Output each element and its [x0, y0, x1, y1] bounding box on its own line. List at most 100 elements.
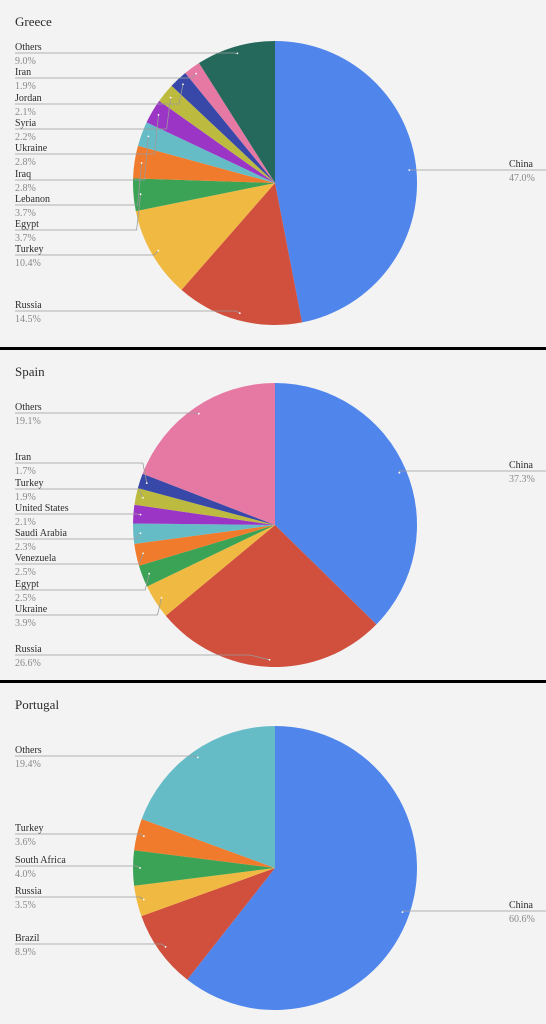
slice-label-name: Saudi Arabia [15, 528, 67, 539]
pie-slice-russia [165, 525, 377, 668]
slice-label-name: Venezuela [15, 553, 57, 564]
slice-label-syria: Syria 2.2% [15, 96, 172, 143]
panel-divider [0, 680, 546, 683]
slice-label-percent: 2.3% [15, 542, 36, 553]
slice-label-percent: 3.5% [15, 900, 36, 911]
slice-label-turkey: Turkey 10.4% [15, 244, 160, 269]
slice-label-iran: Iran 1.7% [15, 452, 148, 484]
pie-slice-jordan [171, 72, 275, 183]
slice-label-percent: 37.3% [509, 474, 535, 485]
slice-label-saudi-arabia: Saudi Arabia 2.3% [15, 528, 142, 553]
pie-slice-others [142, 383, 275, 525]
slice-label-name: Iran [15, 67, 31, 78]
pie-slice-iraq [137, 122, 275, 183]
pie-slice-russia [181, 183, 303, 326]
slice-label-name: Turkey [15, 823, 44, 834]
slice-label-name: Brazil [15, 933, 40, 944]
pie-slice-iran [185, 63, 275, 184]
slice-label-percent: 26.6% [15, 658, 41, 669]
panel-divider [0, 347, 546, 350]
slice-label-name: Ukraine [15, 143, 48, 154]
slice-label-percent: 3.7% [15, 233, 36, 244]
slice-label-percent: 4.0% [15, 869, 36, 880]
pie-slice-china [275, 383, 418, 625]
slice-label-china: China 37.3% [398, 460, 546, 485]
slice-label-percent: 2.5% [15, 593, 36, 604]
slice-label-percent: 2.8% [15, 157, 36, 168]
pie-slice-egypt [138, 525, 275, 587]
slice-label-percent: 9.0% [15, 56, 36, 67]
pie-slice-united-states [133, 504, 275, 525]
slice-label-name: China [509, 460, 533, 471]
slice-label-name: Ukraine [15, 604, 48, 615]
slice-label-turkey: Turkey 1.9% [15, 478, 144, 503]
slice-label-name: Turkey [15, 244, 44, 255]
slice-label-name: Lebanon [15, 194, 50, 205]
pie-slice-others [141, 726, 275, 868]
slice-label-name: Russia [15, 300, 42, 311]
slice-label-name: Egypt [15, 579, 39, 590]
slice-label-percent: 10.4% [15, 258, 41, 269]
slice-label-jordan: Jordan 2.1% [15, 83, 184, 118]
slice-label-percent: 19.4% [15, 759, 41, 770]
pie-slice-south-africa [132, 850, 275, 886]
slice-label-name: Syria [15, 118, 37, 129]
slice-label-brazil: Brazil 8.9% [15, 933, 167, 958]
pie-slice-venezuela [134, 525, 275, 566]
slice-label-name: China [509, 159, 533, 170]
slice-label-name: Russia [15, 886, 42, 897]
chart-title: Portugal [15, 697, 60, 712]
pie-chart-portugal: China 60.6% Others 19.4% Turkey 3.6% South Afr… [15, 726, 546, 1010]
pie-slice-china [187, 726, 417, 1010]
pie-slice-ukraine [147, 525, 275, 616]
slice-label-name: Turkey [15, 478, 44, 489]
slice-label-percent: 2.1% [15, 517, 36, 528]
slice-label-others: Others 9.0% [15, 42, 239, 67]
pie-slice-ukraine [146, 100, 275, 183]
pie-slice-turkey [134, 819, 275, 868]
slice-label-ukraine: Ukraine 3.9% [15, 597, 163, 629]
slice-label-percent: 3.7% [15, 208, 36, 219]
slice-label-others: Others 19.1% [15, 402, 200, 427]
pie-slice-brazil [141, 868, 275, 980]
slice-label-name: Russia [15, 644, 42, 655]
slice-label-ukraine: Ukraine 2.8% [15, 114, 160, 168]
slice-label-percent: 8.9% [15, 947, 36, 958]
pie-chart-spain: China37.3%Others19.1%Iran1.7%Turkey1.9%U… [15, 383, 546, 669]
pie-slice-china [275, 41, 418, 323]
pie-slice-egypt [133, 178, 275, 212]
slice-label-name: South Africa [15, 855, 66, 866]
slice-label-lebanon: Lebanon 3.7% [15, 162, 143, 219]
slice-label-name: China [509, 900, 533, 911]
slice-label-others: Others 19.4% [15, 745, 199, 770]
pie-slice-saudi-arabia [133, 523, 275, 544]
chart-panel-greece: Greece China 47.0% Others 9.0% Iran 1.9% Jorda… [0, 0, 546, 347]
pie-slice-lebanon [133, 145, 275, 183]
pie-slice-russia [134, 868, 275, 917]
chart-panel-spain: Spain China 37.3% Others 19.1% Iran 1.7% Turke… [0, 350, 546, 680]
slice-label-south-africa: South Africa 4.0% [15, 855, 142, 880]
slice-label-name: Egypt [15, 219, 39, 230]
pie-slice-turkey [135, 183, 275, 290]
slice-label-percent: 3.6% [15, 837, 36, 848]
chart-title: Greece [15, 14, 52, 29]
slice-label-percent: 2.8% [15, 183, 36, 194]
slice-label-venezuela: Venezuela 2.5% [15, 552, 145, 578]
slice-label-percent: 47.0% [509, 173, 535, 184]
slice-label-name: Others [15, 402, 42, 413]
slice-label-iran: Iran 1.9% [15, 67, 198, 92]
slice-label-united-states: United States 2.1% [15, 503, 142, 528]
pie-slice-iran [137, 473, 275, 525]
slice-label-name: Jordan [15, 93, 42, 104]
slice-label-russia: Russia 26.6% [15, 644, 271, 669]
slice-label-percent: 2.5% [15, 567, 36, 578]
slice-label-percent: 19.1% [15, 416, 41, 427]
slice-label-percent: 1.7% [15, 466, 36, 477]
slice-label-name: Iraq [15, 169, 31, 180]
slice-label-name: Others [15, 745, 42, 756]
slice-label-percent: 14.5% [15, 314, 41, 325]
slice-label-percent: 3.9% [15, 618, 36, 629]
